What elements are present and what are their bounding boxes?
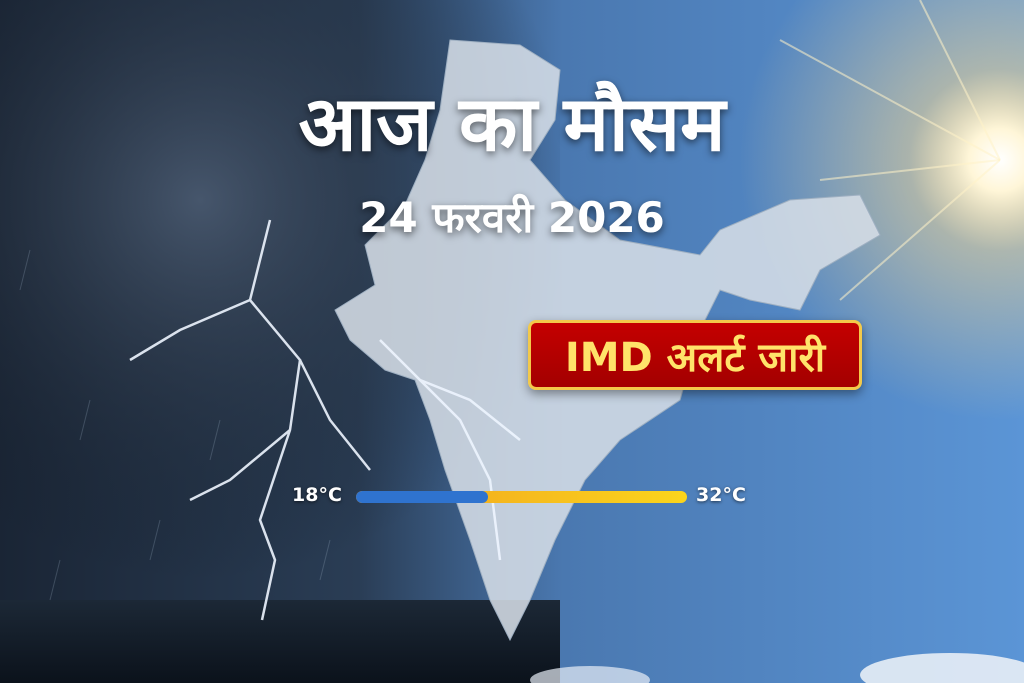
max-temperature: 32°C <box>696 484 746 506</box>
min-temperature: 18°C <box>292 484 342 506</box>
alert-badge: IMD अलर्ट जारी <box>528 320 862 390</box>
lightning-icon <box>129 219 521 621</box>
date-subtitle: 24 फरवरी 2026 <box>359 193 665 242</box>
temperature-range-bar <box>356 491 687 503</box>
page-title: आज का मौसम <box>298 79 726 168</box>
sun-icon <box>740 0 1024 420</box>
temperature-cool-fill <box>356 491 489 503</box>
